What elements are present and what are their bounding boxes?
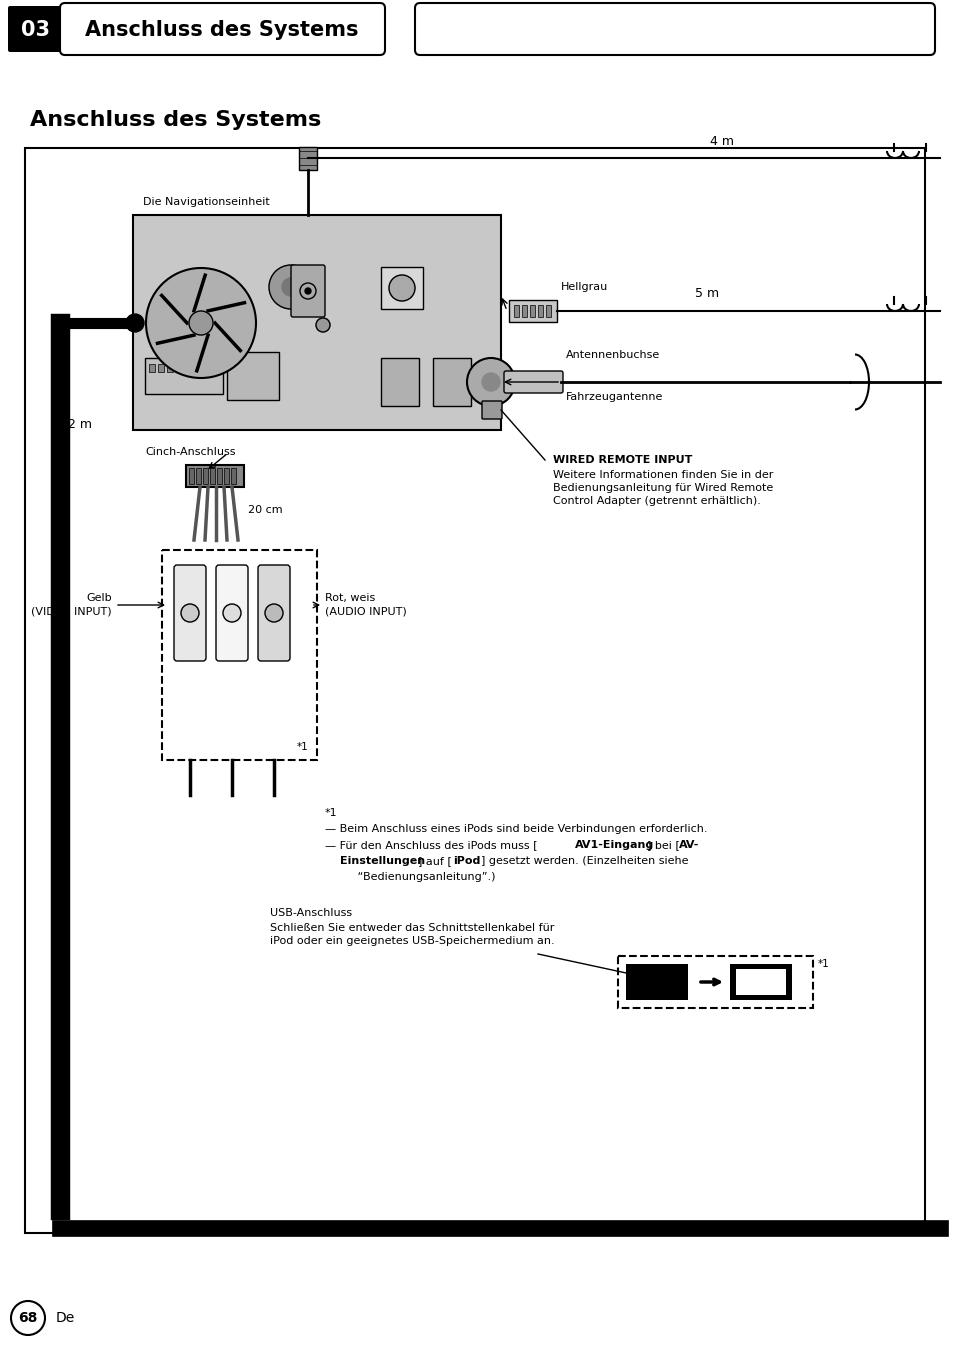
FancyBboxPatch shape xyxy=(132,215,500,430)
FancyBboxPatch shape xyxy=(203,364,209,372)
Text: (VIDEO INPUT): (VIDEO INPUT) xyxy=(31,607,112,617)
Circle shape xyxy=(189,311,213,335)
Text: 5 m: 5 m xyxy=(695,287,719,300)
FancyBboxPatch shape xyxy=(503,370,562,393)
Text: Anschluss des Systems: Anschluss des Systems xyxy=(85,20,358,41)
Circle shape xyxy=(53,1203,67,1217)
FancyBboxPatch shape xyxy=(380,358,418,406)
Text: Bedienungsanleitung für Wired Remote: Bedienungsanleitung für Wired Remote xyxy=(553,483,773,493)
Text: 68: 68 xyxy=(18,1311,38,1325)
FancyBboxPatch shape xyxy=(257,565,290,661)
FancyBboxPatch shape xyxy=(195,468,201,484)
Text: 20 cm: 20 cm xyxy=(248,506,282,515)
Text: Die Navigationseinheit: Die Navigationseinheit xyxy=(143,197,270,207)
Text: Abschnitt: Abschnitt xyxy=(12,9,61,20)
Text: Anschluss des Systems: Anschluss des Systems xyxy=(30,110,321,130)
FancyBboxPatch shape xyxy=(203,468,208,484)
FancyBboxPatch shape xyxy=(729,964,791,1000)
FancyBboxPatch shape xyxy=(167,364,172,372)
Circle shape xyxy=(315,318,330,333)
Text: Cinch-Anschluss: Cinch-Anschluss xyxy=(145,448,235,457)
FancyBboxPatch shape xyxy=(433,358,471,406)
FancyBboxPatch shape xyxy=(291,265,325,316)
Text: Gelb: Gelb xyxy=(87,594,112,603)
FancyBboxPatch shape xyxy=(173,565,206,661)
Text: (AUDIO INPUT): (AUDIO INPUT) xyxy=(325,607,406,617)
FancyBboxPatch shape xyxy=(530,306,535,316)
Text: *1: *1 xyxy=(297,742,309,752)
Circle shape xyxy=(146,268,255,379)
Text: ] bei [: ] bei [ xyxy=(646,840,679,850)
Text: iPod: iPod xyxy=(453,856,480,867)
FancyBboxPatch shape xyxy=(185,364,191,372)
Text: Schließen Sie entweder das Schnittstellenkabel für: Schließen Sie entweder das Schnittstelle… xyxy=(270,923,554,933)
FancyBboxPatch shape xyxy=(509,300,557,322)
FancyBboxPatch shape xyxy=(415,3,934,55)
Text: AV-: AV- xyxy=(679,840,699,850)
FancyBboxPatch shape xyxy=(158,364,164,372)
FancyBboxPatch shape xyxy=(60,3,385,55)
FancyBboxPatch shape xyxy=(149,364,154,372)
FancyBboxPatch shape xyxy=(521,306,526,316)
FancyBboxPatch shape xyxy=(186,465,244,487)
FancyBboxPatch shape xyxy=(215,565,248,661)
Circle shape xyxy=(126,314,144,333)
FancyBboxPatch shape xyxy=(545,306,551,316)
FancyBboxPatch shape xyxy=(625,964,687,1000)
Circle shape xyxy=(265,604,283,622)
Text: *1: *1 xyxy=(817,959,829,969)
Circle shape xyxy=(181,604,199,622)
Text: ] gesetzt werden. (Einzelheiten siehe: ] gesetzt werden. (Einzelheiten siehe xyxy=(480,856,688,867)
FancyBboxPatch shape xyxy=(216,468,222,484)
FancyBboxPatch shape xyxy=(735,969,785,995)
FancyBboxPatch shape xyxy=(175,364,182,372)
Text: — Beim Anschluss eines iPods sind beide Verbindungen erforderlich.: — Beim Anschluss eines iPods sind beide … xyxy=(325,823,707,834)
FancyBboxPatch shape xyxy=(380,266,422,310)
FancyBboxPatch shape xyxy=(210,468,214,484)
FancyBboxPatch shape xyxy=(145,358,223,393)
Text: Weitere Informationen finden Sie in der: Weitere Informationen finden Sie in der xyxy=(553,470,773,480)
Text: Fahrzeugantenne: Fahrzeugantenne xyxy=(565,392,662,402)
FancyBboxPatch shape xyxy=(514,306,518,316)
FancyBboxPatch shape xyxy=(537,306,542,316)
Circle shape xyxy=(389,274,415,301)
Text: WIRED REMOTE INPUT: WIRED REMOTE INPUT xyxy=(553,456,692,465)
FancyBboxPatch shape xyxy=(224,468,229,484)
Text: Control Adapter (getrennt erhältlich).: Control Adapter (getrennt erhältlich). xyxy=(553,496,760,506)
Text: Einstellungen: Einstellungen xyxy=(339,856,425,867)
Text: iPod oder ein geeignetes USB-Speichermedium an.: iPod oder ein geeignetes USB-Speichermed… xyxy=(270,936,554,946)
Text: ] auf [: ] auf [ xyxy=(417,856,452,867)
Circle shape xyxy=(481,373,499,391)
Circle shape xyxy=(282,279,299,296)
FancyBboxPatch shape xyxy=(298,147,316,170)
FancyBboxPatch shape xyxy=(481,402,501,419)
Text: Rot, weis: Rot, weis xyxy=(325,594,375,603)
Text: De: De xyxy=(56,1311,75,1325)
Text: “Bedienungsanleitung”.): “Bedienungsanleitung”.) xyxy=(339,872,495,882)
Text: 4 m: 4 m xyxy=(709,135,733,147)
Text: 2 m: 2 m xyxy=(68,419,91,431)
Circle shape xyxy=(467,358,515,406)
FancyBboxPatch shape xyxy=(231,468,235,484)
Circle shape xyxy=(269,265,313,310)
Circle shape xyxy=(305,288,311,293)
FancyBboxPatch shape xyxy=(227,352,278,400)
FancyBboxPatch shape xyxy=(8,5,62,51)
Text: *1: *1 xyxy=(325,808,337,818)
Text: Antennenbuchse: Antennenbuchse xyxy=(565,350,659,360)
Text: AV1-Eingang: AV1-Eingang xyxy=(575,840,654,850)
Circle shape xyxy=(223,604,241,622)
Text: USB-Anschluss: USB-Anschluss xyxy=(270,909,352,918)
FancyBboxPatch shape xyxy=(212,364,218,372)
Text: 03: 03 xyxy=(20,20,50,41)
Text: — Für den Anschluss des iPods muss [: — Für den Anschluss des iPods muss [ xyxy=(325,840,537,850)
FancyBboxPatch shape xyxy=(189,468,193,484)
Text: Hellgrau: Hellgrau xyxy=(560,283,608,292)
FancyBboxPatch shape xyxy=(193,364,200,372)
